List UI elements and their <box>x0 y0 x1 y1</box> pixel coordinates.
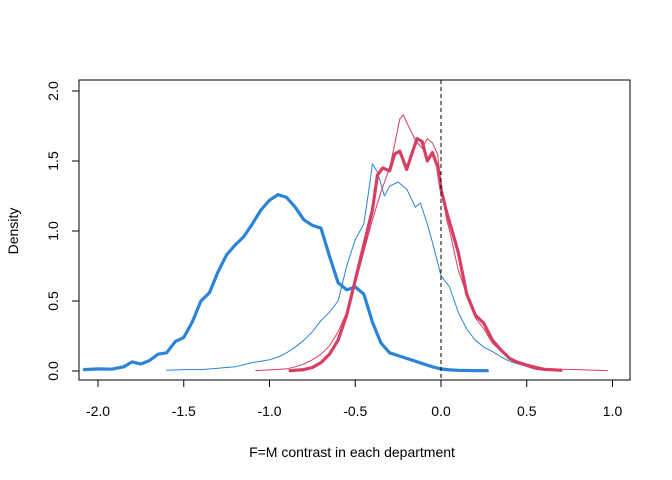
y-tick-label: 1.0 <box>45 221 61 241</box>
plot-frame <box>78 79 631 381</box>
y-axis: 0.0 0.5 1.0 1.5 2.0 <box>45 81 80 381</box>
density-curve-red-thin <box>255 114 608 372</box>
y-axis-label: Density <box>5 208 21 255</box>
x-tick-label: -1.0 <box>257 403 281 419</box>
density-curve-blue-thick <box>82 193 489 373</box>
x-tick-label: 0.5 <box>517 403 537 419</box>
x-tick-label: -1.5 <box>172 403 196 419</box>
density-curve-red-thick <box>288 137 563 373</box>
y-tick-label: 0.5 <box>45 291 61 311</box>
density-curves <box>82 114 608 373</box>
x-tick-label: -2.0 <box>86 403 110 419</box>
x-tick-label: -0.5 <box>343 403 367 419</box>
density-curve-blue-thin <box>166 163 553 371</box>
y-tick-label: 2.0 <box>45 81 61 101</box>
y-tick-label: 0.0 <box>45 361 61 381</box>
x-tick-label: 1.0 <box>603 403 623 419</box>
x-tick-label: 0.0 <box>431 403 451 419</box>
x-axis: -2.0 -1.5 -1.0 -0.5 0.0 0.5 1.0 <box>86 379 623 419</box>
x-axis-label: F=M contrast in each department <box>249 444 455 460</box>
y-tick-label: 1.5 <box>45 151 61 171</box>
